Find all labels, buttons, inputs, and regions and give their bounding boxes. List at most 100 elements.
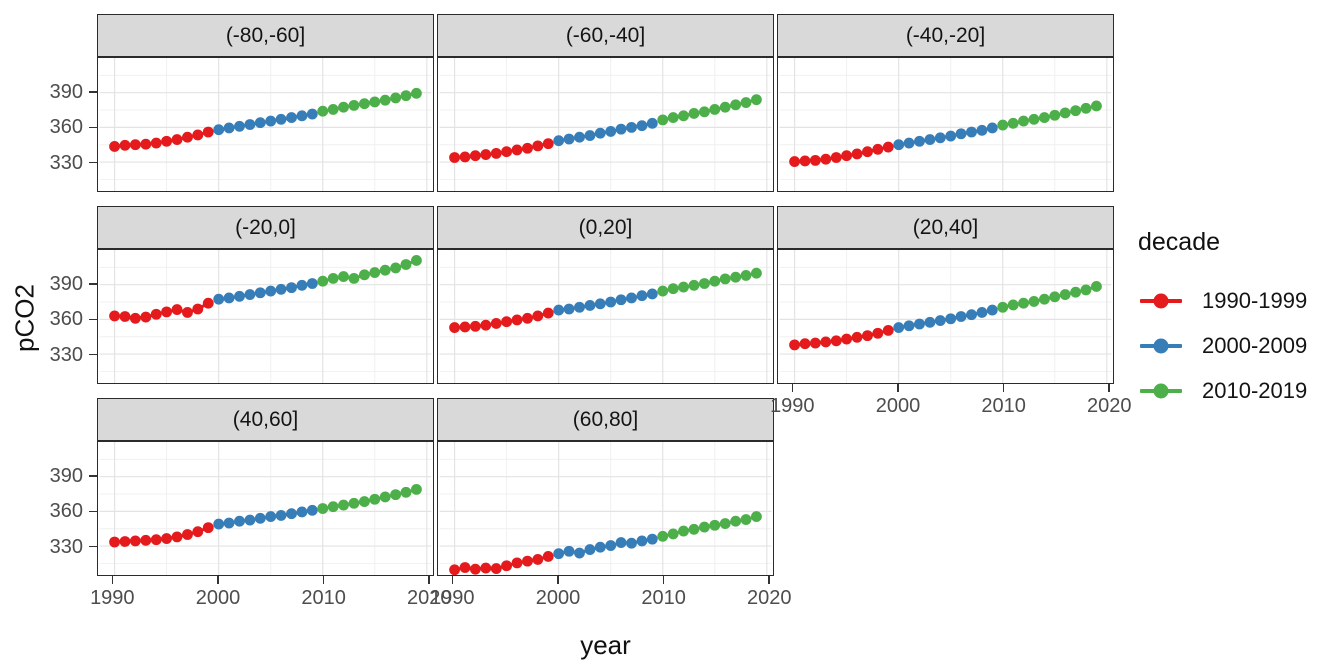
data-point	[119, 311, 131, 322]
data-point	[698, 521, 710, 533]
data-point	[882, 141, 894, 153]
series-2000-2009	[213, 108, 318, 136]
series-2010-2019	[657, 94, 762, 126]
data-point	[469, 563, 481, 575]
data-point	[161, 306, 173, 318]
facet-strip: (20,40]	[777, 206, 1114, 249]
data-point	[522, 142, 533, 154]
x-tick-mark	[1002, 384, 1005, 392]
data-point	[667, 283, 679, 295]
series-1990-1999	[449, 551, 554, 575]
data-point	[480, 149, 492, 160]
data-point	[872, 327, 884, 339]
data-point	[459, 151, 471, 163]
data-point	[966, 309, 977, 321]
data-point	[636, 120, 648, 132]
data-point	[719, 518, 731, 529]
data-point	[327, 501, 339, 513]
gridlines	[439, 442, 772, 575]
data-point	[1049, 109, 1061, 121]
facet-strip: (40,60]	[97, 398, 434, 441]
data-point	[390, 489, 402, 501]
data-point	[553, 548, 565, 560]
data-point	[584, 300, 596, 311]
data-point	[563, 545, 575, 557]
y-tick-mark	[89, 545, 97, 548]
data-point	[390, 92, 402, 104]
data-point	[348, 272, 360, 284]
facet-strip-label: (20,40]	[912, 215, 979, 239]
data-point	[1028, 296, 1040, 307]
data-point	[411, 255, 422, 266]
data-point	[522, 555, 533, 567]
facet-panel	[437, 441, 774, 576]
data-point	[841, 333, 853, 345]
series-2000-2009	[553, 288, 658, 316]
data-point	[202, 126, 214, 138]
series-1990-1999	[109, 126, 214, 152]
y-axis-title: pCO2	[9, 284, 40, 352]
data-point	[1059, 289, 1071, 300]
data-point	[213, 293, 225, 305]
legend-key-icon	[1138, 292, 1184, 310]
data-point	[369, 267, 381, 278]
data-point	[1007, 299, 1019, 311]
data-point	[924, 316, 936, 328]
data-point	[615, 123, 627, 135]
data-point	[698, 106, 710, 118]
data-point	[966, 126, 977, 138]
data-point	[182, 307, 193, 318]
data-point	[820, 153, 832, 165]
data-point	[317, 105, 329, 117]
data-point	[893, 322, 905, 333]
data-point	[490, 147, 502, 159]
data-point	[532, 554, 544, 565]
data-point	[182, 529, 193, 540]
facet-(-40,-20]: (-40,-20]	[777, 14, 1114, 192]
data-point	[1070, 286, 1082, 298]
y-tick-mark	[89, 318, 97, 321]
data-point	[730, 271, 742, 283]
y-tick-mark	[89, 161, 97, 164]
x-tick-label: 2000	[875, 395, 921, 417]
data-point	[719, 101, 731, 113]
facet-(-80,-60]: (-80,-60]	[97, 14, 434, 192]
data-point	[862, 330, 873, 342]
data-point	[369, 493, 381, 505]
facet-(0,20]: (0,20]	[437, 206, 774, 384]
x-tick-mark	[897, 384, 899, 392]
y-tick-mark	[89, 353, 97, 356]
series-2010-2019	[657, 267, 762, 297]
data-point	[327, 104, 339, 115]
data-point	[678, 525, 689, 537]
data-point	[730, 515, 742, 527]
data-point	[532, 310, 544, 322]
data-point	[348, 99, 360, 111]
legend-key-dot	[1153, 293, 1169, 308]
facet-strip: (-40,-20]	[777, 14, 1114, 57]
data-point	[129, 139, 141, 151]
facet-panel	[97, 57, 434, 192]
data-point	[605, 540, 617, 551]
data-point	[192, 526, 204, 538]
y-tick-label: 360	[49, 500, 83, 523]
data-point	[830, 335, 842, 347]
data-point	[789, 339, 800, 351]
data-point	[934, 132, 946, 144]
data-point	[358, 98, 370, 110]
data-point	[934, 315, 946, 326]
facet-strip-label: (-80,-60]	[225, 23, 306, 47]
x-axis-title: year	[580, 630, 631, 660]
data-point	[129, 312, 141, 324]
data-point	[317, 275, 329, 287]
data-point	[254, 287, 266, 299]
data-point	[140, 311, 152, 323]
legend-key-dot	[1153, 383, 1169, 398]
data-point	[914, 135, 925, 147]
data-point	[820, 336, 832, 348]
data-point	[223, 292, 235, 304]
x-tick-mark	[768, 576, 770, 584]
facet-strip-label: (0,20]	[578, 215, 633, 239]
x-tick-mark	[1108, 384, 1110, 392]
data-point	[490, 317, 502, 329]
